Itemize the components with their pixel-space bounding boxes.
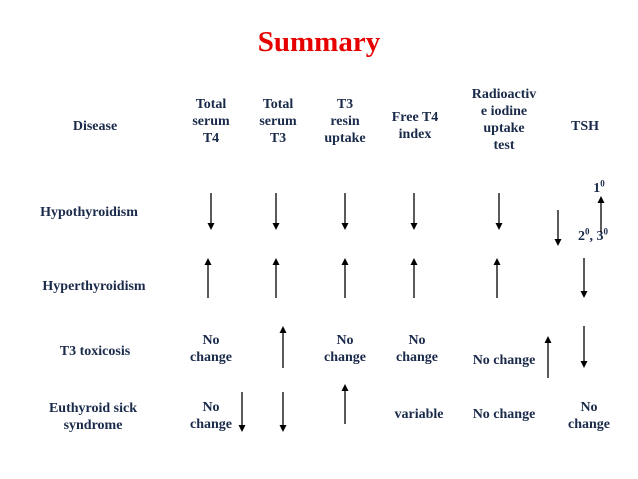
euthyroid-radioactive-text: No change (472, 407, 536, 422)
hyperthyroidism-radioactive-up-arrow-icon (493, 258, 501, 265)
tsh-secondary-base-a: 2 (578, 229, 585, 244)
euthyroid-total-t4-down-arrow-icon (238, 425, 246, 432)
euthyroid-total-t3-down-arrow-icon (279, 425, 287, 432)
row-label-hypothyroidism: Hypothyroidism (40, 205, 138, 220)
t3-toxicosis-radioactive-up-arrow-icon (544, 336, 552, 343)
t3-toxicosis-tsh-down-arrow-icon (580, 361, 588, 368)
header-disease: Disease (72, 119, 118, 134)
tsh-primary-label: 10 (584, 178, 614, 197)
euthyroid-free-t4-text: variable (394, 407, 444, 422)
tsh-secondary-base-b: 3 (596, 229, 604, 244)
tsh-primary-base: 1 (593, 181, 601, 196)
header-total-serum-t4: Total serum T4 (192, 97, 230, 146)
tsh-secondary-sup-a: 0 (585, 226, 590, 237)
slide-title: Summary (257, 26, 381, 58)
hypothyroidism-t3-resin-down-arrow-icon (341, 223, 349, 230)
hypothyroidism-total-t3-down-arrow-icon (272, 223, 280, 230)
header-free-t4-index: Free T4 index (391, 110, 439, 142)
header-tsh: TSH (570, 119, 599, 134)
tsh-primary-sup: 0 (600, 178, 605, 189)
hypothyroidism-free-t4-down-arrow-icon (410, 223, 418, 230)
euthyroid-t3-resin-up-arrow-icon (341, 384, 349, 391)
hyperthyroidism-tsh-down-arrow-icon (580, 291, 588, 298)
header-radioactive-iodine-uptake: Radioactiv e iodine uptake test (471, 87, 537, 153)
tsh-secondary-sup-b: 0 (603, 226, 609, 237)
t3tox-radioactive-text: No change (472, 353, 536, 368)
t3tox-t3-resin-text: No change (324, 333, 366, 365)
t3-toxicosis-total-t3-up-arrow-icon (279, 326, 287, 333)
hypothyroidism-total-t4-down-arrow-icon (207, 223, 215, 230)
row-label-t3-toxicosis: T3 toxicosis (59, 344, 131, 359)
hyperthyroidism-free-t4-up-arrow-icon (410, 258, 418, 265)
hypothyroidism-tsh-up-arrow-icon (597, 196, 605, 203)
tsh-secondary-sep: , (589, 229, 597, 244)
hyperthyroidism-total-t3-up-arrow-icon (272, 258, 280, 265)
row-label-euthyroid-sick-syndrome: Euthyroid sick syndrome (48, 401, 138, 433)
header-total-serum-t3: Total serum T3 (259, 97, 297, 146)
row-label-hyperthyroidism: Hyperthyroidism (42, 279, 146, 294)
euthyroid-tsh-text: No change (568, 400, 610, 432)
hyperthyroidism-t3-resin-up-arrow-icon (341, 258, 349, 265)
t3tox-free-t4-text: No change (396, 333, 438, 365)
tsh-secondary-tertiary-label: 20, 30 (568, 226, 618, 245)
hyperthyroidism-total-t4-up-arrow-icon (204, 258, 212, 265)
hypothyroidism-radioactive-down-arrow-icon (495, 223, 503, 230)
euthyroid-total-t4-text: No change (190, 400, 232, 432)
header-t3-resin-uptake: T3 resin uptake (324, 97, 366, 146)
t3tox-total-t4-text: No change (190, 333, 232, 365)
hypothyroidism-tsh-down-arrow-icon (554, 239, 562, 246)
